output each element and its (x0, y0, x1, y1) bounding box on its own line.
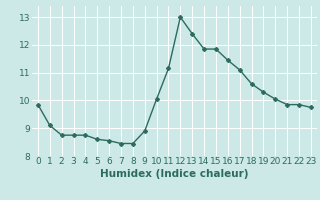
X-axis label: Humidex (Indice chaleur): Humidex (Indice chaleur) (100, 169, 249, 179)
